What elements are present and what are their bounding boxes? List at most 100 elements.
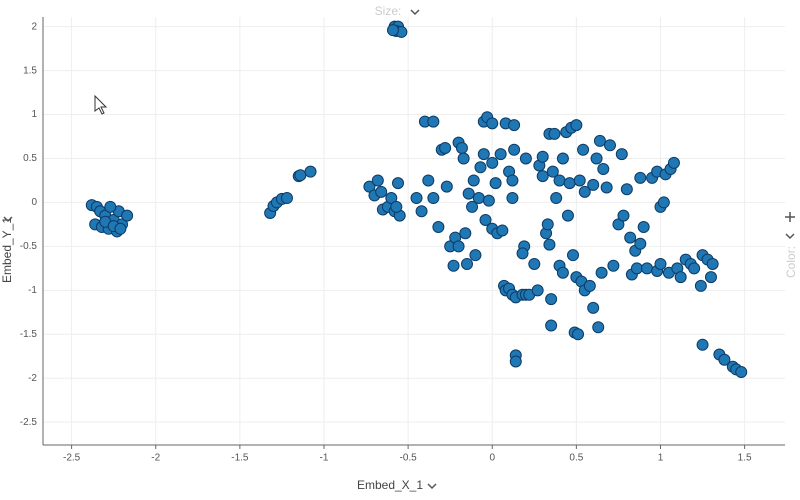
point [718, 353, 731, 366]
color-label[interactable]: Color: [784, 246, 798, 278]
point [114, 222, 127, 235]
point [593, 134, 606, 147]
point [634, 237, 647, 250]
point [121, 209, 134, 222]
point [657, 196, 670, 209]
y-axis-title[interactable]: Embed_Y_1 [0, 217, 14, 283]
x-tick-label: -0.5 [399, 453, 417, 464]
point [570, 119, 583, 132]
point [386, 24, 399, 37]
point [706, 257, 719, 270]
point [694, 279, 707, 292]
point [461, 257, 473, 270]
y-tick-label: 1 [31, 109, 37, 120]
point [440, 180, 453, 193]
point [572, 328, 585, 341]
point [597, 163, 610, 176]
point [556, 152, 569, 165]
point [735, 366, 748, 379]
point [494, 148, 507, 161]
point [641, 262, 654, 275]
point [410, 192, 423, 205]
point [654, 257, 667, 270]
size-label[interactable]: Size: [375, 4, 402, 18]
y-tick-label: 0.5 [23, 153, 37, 164]
y-tick-label: 2 [31, 21, 37, 32]
point [531, 284, 544, 297]
point [630, 262, 643, 275]
point [545, 293, 558, 306]
point [474, 161, 487, 174]
point [607, 259, 620, 272]
point [447, 259, 460, 272]
point [590, 152, 603, 165]
point [545, 319, 558, 332]
point [459, 227, 472, 240]
point [550, 192, 563, 205]
y-tick-label: 1.5 [23, 65, 37, 76]
point [439, 141, 452, 154]
x-tick-label: 1 [658, 453, 664, 464]
point [543, 238, 556, 251]
point [696, 338, 709, 351]
point [634, 171, 647, 184]
point [573, 174, 586, 187]
point [612, 218, 625, 231]
add-icon[interactable] [785, 212, 795, 222]
point [577, 143, 590, 156]
point [536, 170, 549, 183]
y-tick-label: -1 [28, 285, 37, 296]
point [600, 181, 613, 194]
y-tick-label: -0.5 [20, 241, 38, 252]
x-tick-label: -1 [320, 453, 329, 464]
x-tick-label: 0 [489, 453, 495, 464]
point [467, 174, 480, 187]
point [553, 174, 566, 187]
point [688, 262, 701, 275]
y-tick-label: -2 [28, 373, 37, 384]
point [578, 185, 591, 198]
point [506, 192, 519, 205]
point [477, 148, 490, 161]
point [546, 165, 559, 178]
y-tick-label: -2.5 [20, 417, 38, 428]
point [486, 117, 499, 130]
point [615, 148, 628, 161]
point [294, 169, 307, 182]
point [587, 301, 600, 314]
x-tick-label: 0.5 [569, 453, 583, 464]
point [469, 249, 482, 262]
point [567, 249, 579, 262]
size-chevron[interactable] [410, 9, 420, 16]
point [624, 231, 637, 244]
point [516, 247, 529, 260]
point [561, 209, 574, 222]
point [508, 143, 521, 156]
point [583, 279, 596, 292]
point [536, 150, 549, 163]
x-chevron[interactable] [427, 483, 437, 490]
x-axis-title[interactable]: Embed_X_1 [357, 478, 423, 492]
cursor [94, 94, 108, 115]
point [528, 257, 541, 270]
point [472, 192, 485, 205]
point [371, 174, 384, 187]
point [637, 221, 650, 234]
point [587, 178, 600, 191]
point [489, 177, 502, 190]
point [496, 224, 509, 237]
color-chevron[interactable] [785, 233, 795, 240]
x-tick-label: 1.5 [738, 453, 752, 464]
point [548, 127, 561, 140]
point [363, 180, 376, 193]
point [392, 177, 405, 190]
point [422, 174, 435, 187]
y-tick-label: -1.5 [20, 329, 38, 340]
point [452, 240, 465, 253]
x-tick-label: -2.5 [63, 453, 81, 464]
point [427, 115, 440, 128]
point [432, 221, 445, 234]
y-chevron[interactable] [3, 216, 13, 223]
point [509, 355, 522, 368]
